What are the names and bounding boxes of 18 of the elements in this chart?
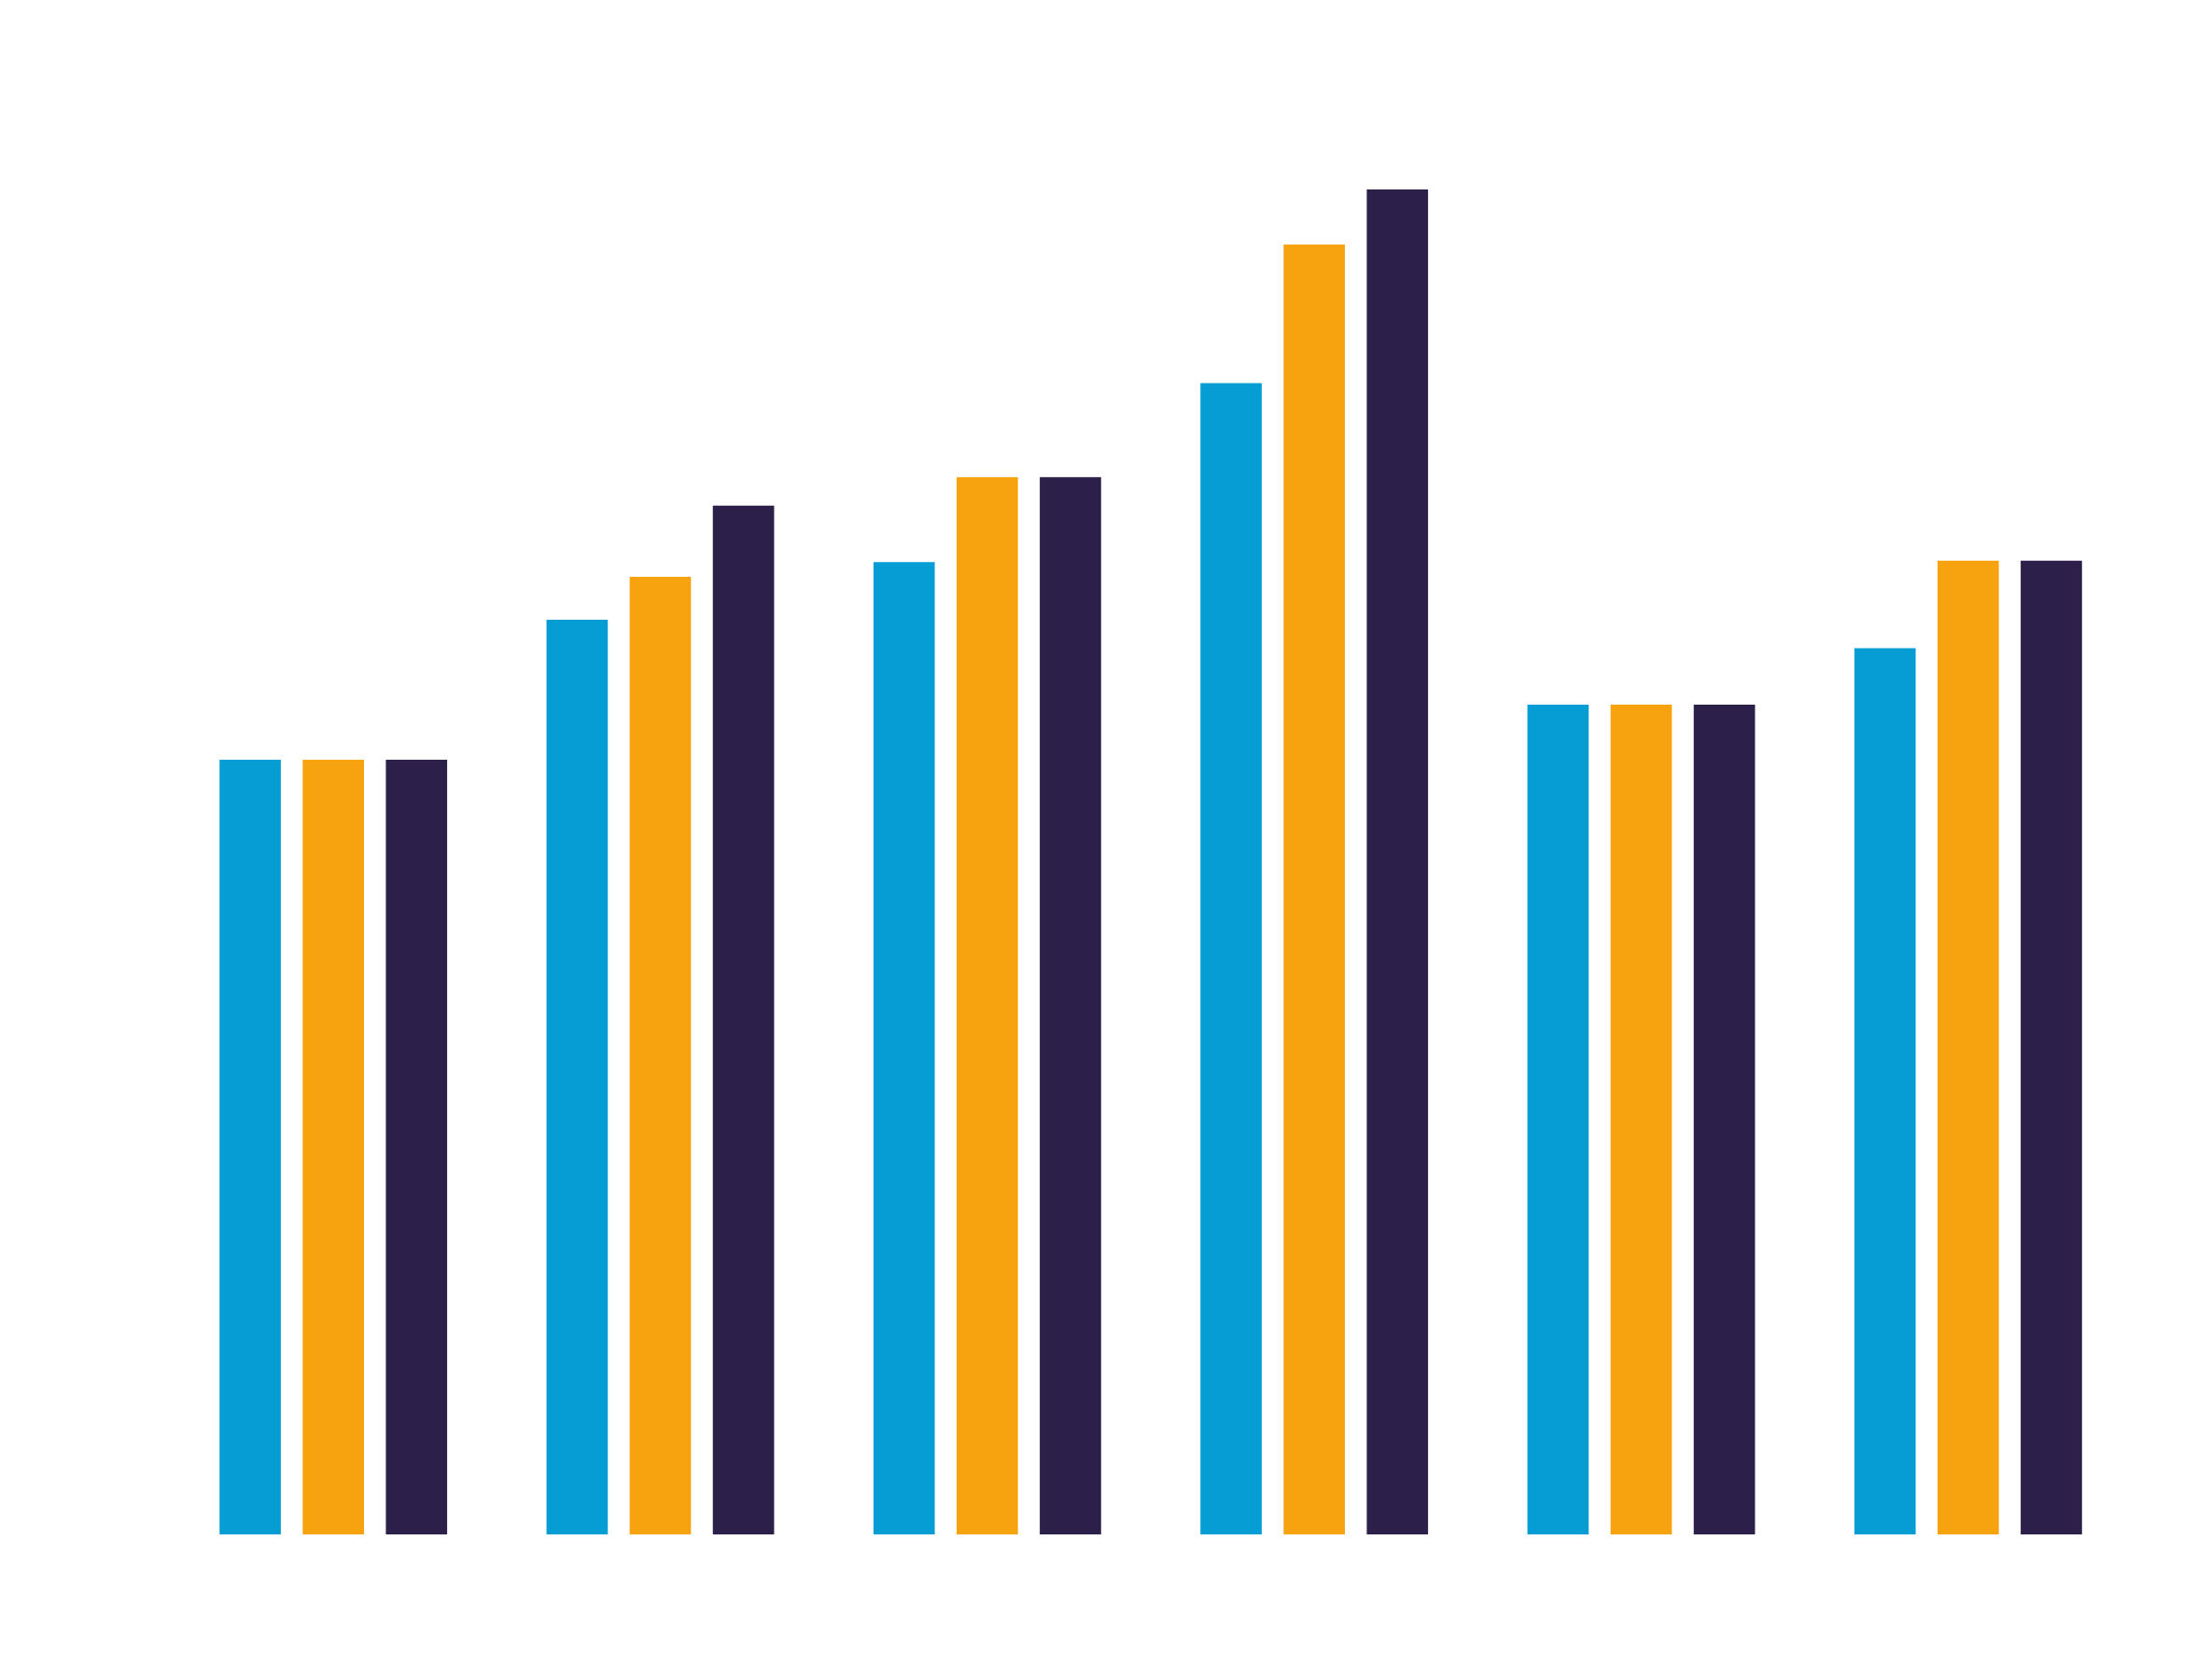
bar (385, 759, 448, 1534)
bar (546, 620, 609, 1534)
bar (1527, 704, 1589, 1534)
bar (1693, 704, 1756, 1534)
bar (873, 562, 935, 1534)
bar (1938, 560, 1999, 1534)
bar (1610, 704, 1672, 1534)
bar (957, 477, 1018, 1534)
bar (302, 759, 364, 1534)
bar (1854, 648, 1916, 1534)
bar (1200, 383, 1262, 1534)
bar (712, 505, 775, 1534)
bar (1366, 189, 1429, 1534)
bar (1283, 245, 1345, 1534)
bar (2021, 560, 2082, 1534)
bar (1040, 477, 1101, 1534)
bar (219, 759, 281, 1534)
bar (629, 577, 692, 1534)
